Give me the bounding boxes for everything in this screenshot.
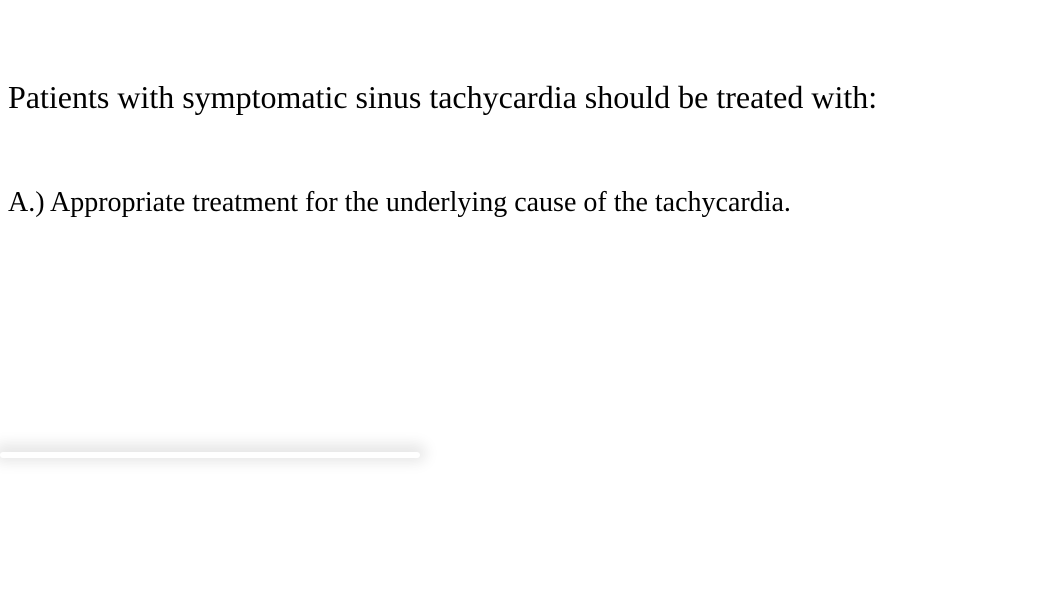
document-page: Patients with symptomatic sinus tachycar…	[0, 0, 1062, 228]
answer-option: A.) Appropriate treatment for the underl…	[8, 186, 1054, 220]
answer-label: A.)	[8, 187, 45, 218]
question-text: Patients with symptomatic sinus tachycar…	[8, 78, 1054, 116]
blur-overlay	[0, 452, 420, 458]
answer-text: Appropriate treatment for the underlying…	[50, 187, 791, 218]
